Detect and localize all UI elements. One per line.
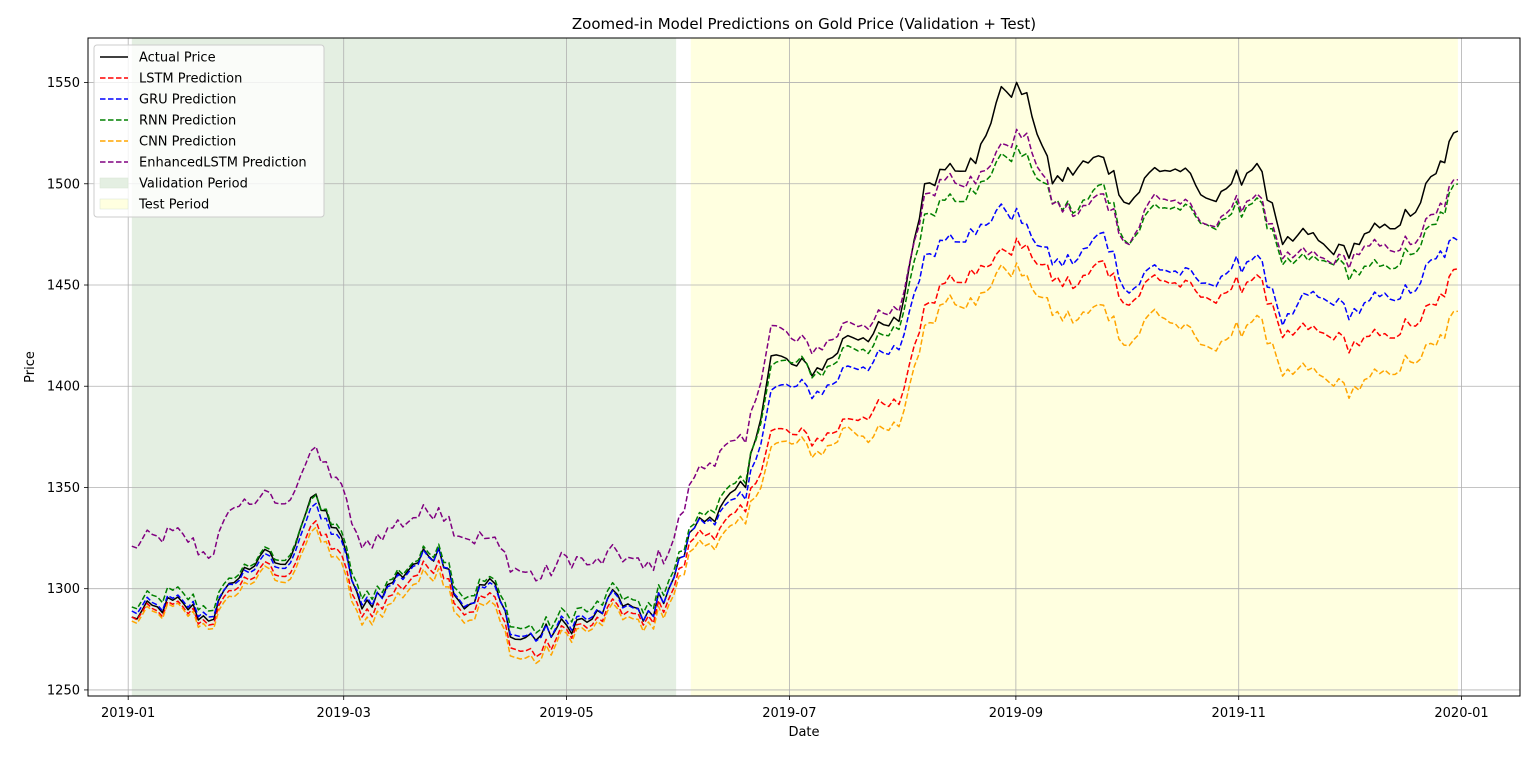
x-tick-label: 2019-09 bbox=[989, 706, 1043, 721]
x-tick-label: 2019-03 bbox=[317, 706, 371, 721]
x-tick-label: 2019-07 bbox=[762, 706, 816, 721]
series-lines bbox=[131, 81, 1459, 665]
y-tick-label: 1250 bbox=[47, 683, 80, 698]
y-tick-label: 1300 bbox=[47, 582, 80, 597]
x-axis-label: Date bbox=[788, 725, 819, 740]
legend-box bbox=[93, 44, 325, 218]
series-line-enhancedlstm-prediction bbox=[131, 128, 1458, 582]
series-line-gru-prediction bbox=[131, 203, 1459, 642]
legend-swatch-test-period bbox=[99, 198, 129, 210]
legend-label: RNN Prediction bbox=[139, 114, 236, 129]
legend-label: CNN Prediction bbox=[139, 135, 236, 150]
series-line-lstm-prediction bbox=[131, 237, 1459, 658]
x-tick-label: 2019-05 bbox=[539, 706, 593, 721]
legend-label: LSTM Prediction bbox=[139, 72, 242, 87]
legend-label: Test Period bbox=[138, 198, 209, 213]
series-line-rnn-prediction bbox=[131, 144, 1459, 634]
y-axis-ticks: 1250 1300 1350 1400 1450 1500 1550 bbox=[47, 76, 88, 698]
legend-label: GRU Prediction bbox=[139, 93, 236, 108]
y-tick-label: 1550 bbox=[47, 76, 80, 91]
series-line-actual-price bbox=[131, 81, 1459, 642]
legend: Actual Price LSTM Prediction GRU Predictio… bbox=[93, 44, 325, 218]
legend-label: Validation Period bbox=[139, 177, 248, 192]
y-tick-label: 1350 bbox=[47, 481, 80, 496]
legend-label: Actual Price bbox=[139, 51, 216, 66]
shaded-regions bbox=[131, 38, 1458, 696]
grid-lines bbox=[88, 38, 1520, 696]
shaded-region-test bbox=[690, 38, 1458, 696]
x-tick-label: 2020-01 bbox=[1434, 706, 1488, 721]
series-line-cnn-prediction bbox=[131, 262, 1458, 665]
y-tick-label: 1400 bbox=[47, 380, 80, 395]
legend-swatch-validation-period bbox=[99, 177, 129, 189]
chart-title: Zoomed-in Model Predictions on Gold Pric… bbox=[572, 15, 1036, 33]
legend-label: EnhancedLSTM Prediction bbox=[139, 156, 307, 171]
plot-frame bbox=[87, 37, 1521, 697]
y-tick-label: 1500 bbox=[47, 177, 80, 192]
y-tick-label: 1450 bbox=[47, 279, 80, 294]
x-tick-label: 2019-01 bbox=[101, 706, 155, 721]
x-tick-label: 2019-11 bbox=[1212, 706, 1266, 721]
x-axis-ticks: 2019-01 2019-03 2019-05 2019-07 2019-09 2019-… bbox=[101, 696, 1489, 721]
y-axis-label: Price bbox=[23, 351, 38, 383]
